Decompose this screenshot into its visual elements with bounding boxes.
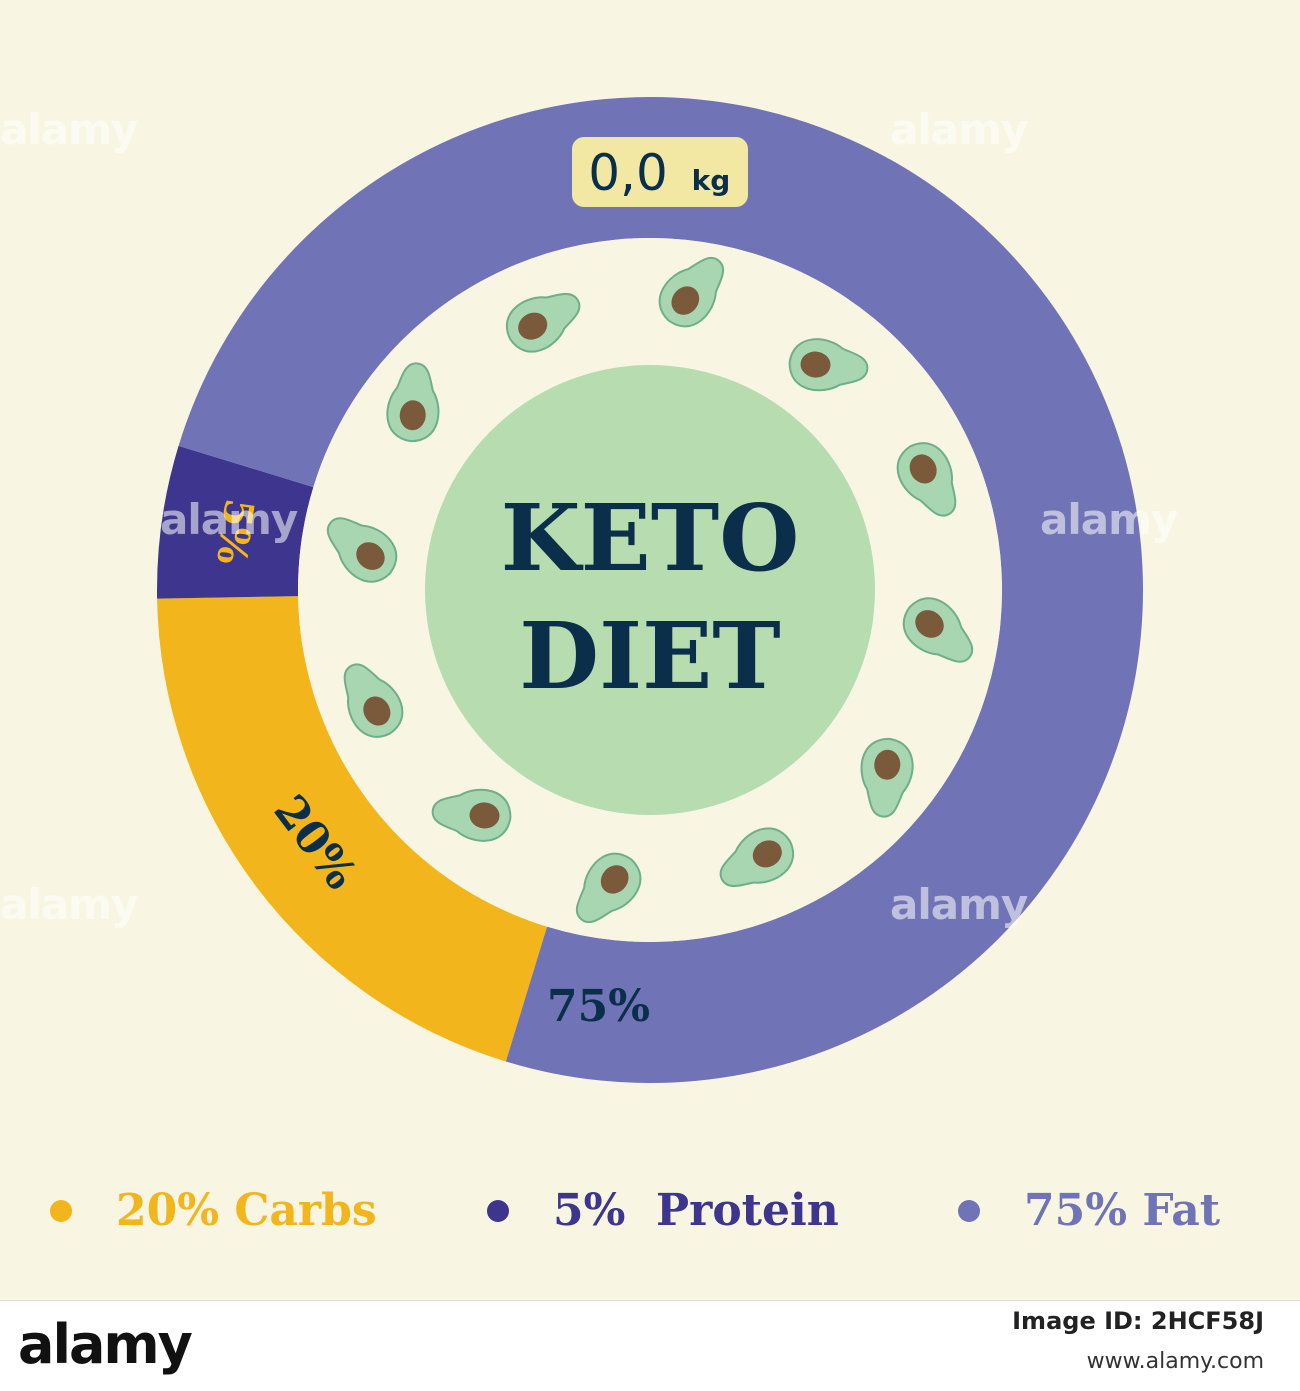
watermark: alamy — [890, 880, 1028, 929]
avocado-icon — [343, 663, 404, 738]
avocado-icon — [896, 442, 957, 517]
weight-unit: kg — [692, 164, 731, 197]
footer-image-id: Image ID: 2HCF58J — [1012, 1307, 1264, 1335]
watermark: alamy — [160, 495, 298, 544]
avocado-icon — [719, 827, 795, 888]
watermark: alamy — [1040, 495, 1178, 544]
avocado-icon — [431, 788, 512, 842]
center-circle — [425, 365, 875, 815]
avocado-icon — [575, 852, 642, 924]
slice-fat — [178, 96, 1144, 1084]
slice-protein — [157, 445, 314, 599]
legend-dot-protein — [487, 1199, 509, 1222]
avocado-icon — [902, 597, 974, 663]
slice-label-fat: 75% — [547, 981, 650, 1032]
legend-label-protein: 5% Protein — [553, 1185, 839, 1236]
weight-badge: 0,0 kg — [572, 137, 748, 207]
legend-label-fat: 75% Fat — [1024, 1185, 1221, 1236]
footer-logo: alamy — [18, 1313, 193, 1376]
avocado-icon — [386, 362, 440, 443]
center-title-line1: KETO — [501, 484, 800, 592]
avocado-icon — [505, 292, 581, 353]
slice-label-protein: 5% — [207, 496, 263, 568]
donut-ring — [157, 96, 1144, 1084]
legend-item-carbs: 20% Carbs — [50, 1185, 377, 1236]
legend-item-protein: 5% Protein — [487, 1185, 839, 1236]
avocado-icon — [788, 338, 869, 392]
avocado-icon — [860, 737, 914, 818]
legend-dot-carbs — [50, 1199, 72, 1222]
footer-bar: alamy Image ID: 2HCF58J www.alamy.com — [0, 1300, 1300, 1391]
center-title-line2: DIET — [519, 602, 780, 710]
legend-label-carbs: 20% Carbs — [116, 1185, 377, 1236]
legend-item-fat: 75% Fat — [958, 1185, 1220, 1236]
keto-donut-chart: KETO DIET 0,0 kg 20%5%75% — [157, 96, 1144, 1084]
legend-dot-fat — [958, 1199, 980, 1222]
avocado-icon — [658, 256, 725, 328]
slice-carbs — [157, 596, 548, 1062]
watermark: alamy — [0, 880, 138, 929]
avocado-icon — [326, 517, 398, 583]
watermark: alamy — [0, 105, 138, 154]
watermark: alamy — [890, 105, 1028, 154]
footer-url: www.alamy.com — [1086, 1349, 1264, 1374]
weight-value: 0,0 — [588, 144, 668, 202]
avocado-decorations — [326, 256, 974, 924]
